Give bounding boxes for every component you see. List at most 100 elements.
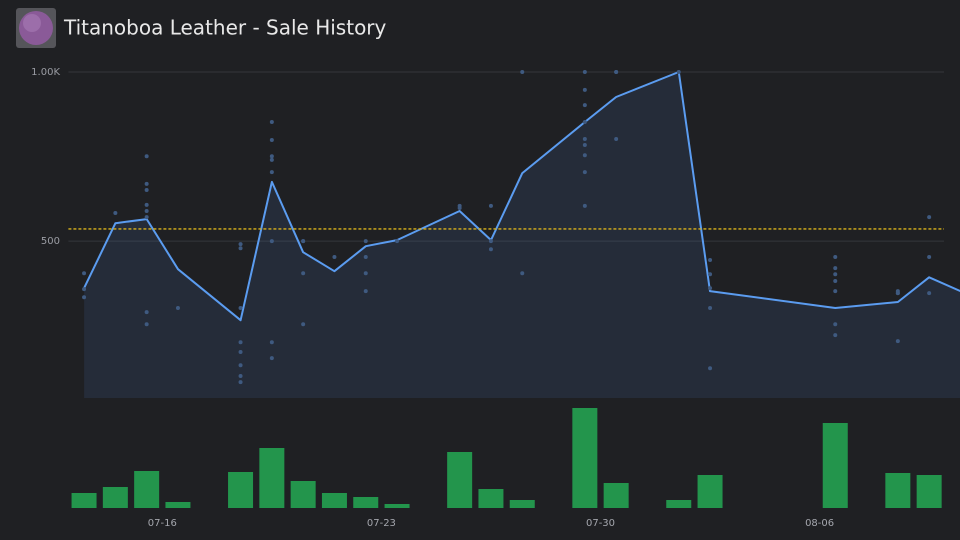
sale-dot (833, 266, 838, 271)
sale-dot (301, 271, 306, 276)
sale-dot (582, 70, 587, 74)
sale-dot (269, 154, 274, 159)
volume-bar (603, 483, 629, 508)
sale-dot (269, 157, 274, 162)
sale-dot (614, 136, 619, 141)
sale-dot (238, 380, 243, 385)
sale-dot (301, 239, 306, 244)
sale-dot (238, 363, 243, 368)
x-tick-label: 07-16 (148, 518, 177, 529)
price-area (84, 72, 960, 398)
sale-dot (363, 289, 368, 294)
sale-dot (269, 137, 274, 142)
volume-bar (697, 475, 723, 508)
sale-dot (582, 120, 587, 125)
volume-bar (666, 500, 692, 508)
volume-bar (509, 500, 535, 508)
sale-dot (833, 278, 838, 283)
sale-dot (144, 188, 149, 193)
sale-dot (582, 170, 587, 175)
volume-bar (478, 489, 504, 508)
sale-dot (488, 203, 493, 208)
sale-dot (927, 291, 932, 296)
sale-dot (582, 143, 587, 148)
volume-bar (384, 504, 410, 508)
sale-dot (708, 306, 713, 311)
sale-dot (927, 254, 932, 259)
volume-bar (71, 493, 97, 508)
sale-dot (238, 340, 243, 345)
sale-dot (395, 239, 400, 244)
sale-dot (269, 170, 274, 175)
sale-dot (238, 374, 243, 379)
sale-dot (833, 272, 838, 277)
item-icon-highlight (23, 14, 41, 32)
sale-dot (82, 287, 87, 292)
y-tick-label: 1.00K (31, 67, 60, 78)
sale-dot (895, 291, 900, 296)
volume-bar (447, 452, 473, 508)
sale-dot (82, 271, 87, 276)
sale-dot (582, 136, 587, 141)
sale-dot (238, 246, 243, 251)
sale-dot (269, 239, 274, 244)
volume-bar (353, 497, 379, 508)
sale-dot (175, 306, 180, 311)
page-title: Titanoboa Leather - Sale History (63, 16, 387, 40)
sale-dot (676, 70, 681, 74)
sale-dot (708, 286, 713, 291)
volume-bar (165, 502, 191, 508)
sale-dot (269, 356, 274, 361)
volume-bar (102, 487, 128, 508)
sale-dot (833, 322, 838, 327)
sale-dot (332, 254, 337, 259)
sale-dot (520, 70, 525, 74)
sale-dot (82, 295, 87, 300)
sale-dot (363, 239, 368, 244)
sale-dot (614, 70, 619, 74)
volume-bar (134, 471, 160, 508)
sale-dot (144, 310, 149, 315)
sale-dot (144, 215, 149, 220)
sale-dot (927, 215, 932, 220)
sale-dot (488, 247, 493, 252)
sale-dot (363, 271, 368, 276)
sale-dot (582, 103, 587, 108)
y-tick-label: 500 (41, 236, 60, 247)
sale-dot (833, 289, 838, 294)
sale-dot (269, 120, 274, 125)
sale-dot (895, 339, 900, 344)
sale-dot (488, 239, 493, 244)
volume-bar (290, 481, 316, 508)
sale-dot (144, 322, 149, 327)
price-line (83, 71, 960, 322)
sale-dot (238, 350, 243, 355)
volume-bar (916, 475, 942, 508)
sale-dot (708, 272, 713, 277)
volume-bar (321, 493, 347, 508)
volume-bar (822, 423, 848, 508)
sale-dot (144, 202, 149, 207)
x-tick-label: 07-30 (586, 518, 615, 529)
sale-dot (363, 254, 368, 259)
sale-dot (582, 203, 587, 208)
sale-dot (113, 211, 118, 216)
sale-dot (301, 322, 306, 327)
sale-dot (238, 306, 243, 311)
sale-dot (269, 340, 274, 345)
volume-bar (228, 472, 254, 508)
sale-dot (238, 242, 243, 247)
sale-dot (833, 254, 838, 259)
sale-dot (144, 208, 149, 213)
sale-dot (708, 366, 713, 371)
volume-bar (885, 473, 911, 508)
volume-bar (572, 408, 598, 508)
sale-dot (708, 258, 713, 263)
sale-dot (833, 333, 838, 338)
sale-dot (520, 271, 525, 276)
x-tick-label: 08-06 (805, 518, 834, 529)
sale-dot (582, 87, 587, 92)
x-tick-label: 07-23 (367, 518, 396, 529)
